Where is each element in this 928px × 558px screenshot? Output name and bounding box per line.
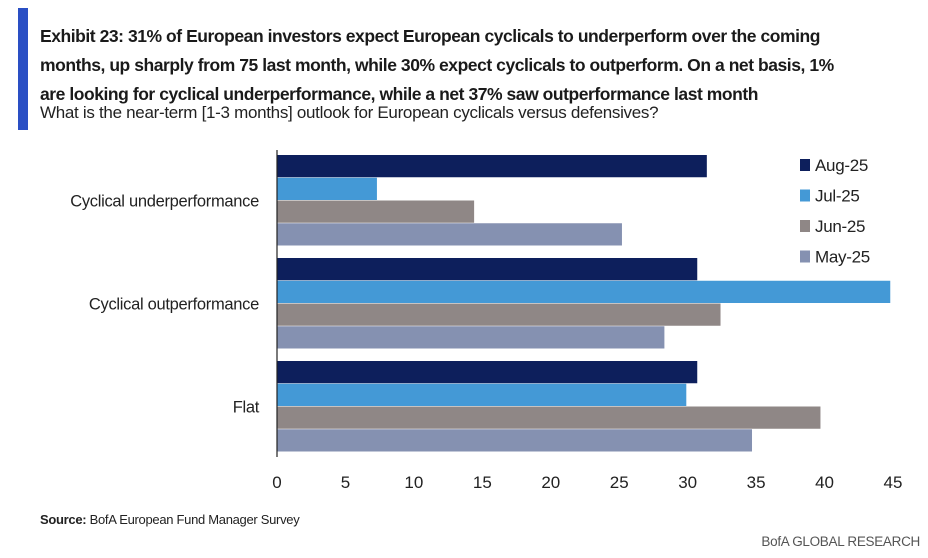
title-line: are looking for cyclical underperformanc… — [40, 84, 758, 104]
title-line: Exhibit 23: 31% of European investors ex… — [40, 26, 820, 46]
brand-label: BofA GLOBAL RESEARCH — [761, 534, 920, 549]
x-tick-label: 30 — [678, 473, 697, 492]
legend-swatch — [800, 159, 810, 171]
legend-label: May-25 — [815, 248, 870, 267]
legend-label: Aug-25 — [815, 156, 868, 175]
x-tick-label: 25 — [610, 473, 629, 492]
source-note: Source: BofA European Fund Manager Surve… — [40, 512, 300, 527]
bar-jun-25 — [277, 406, 821, 429]
x-tick-label: 40 — [815, 473, 834, 492]
category-label: Cyclical underperformance — [70, 193, 259, 211]
bar-aug-25 — [277, 155, 707, 178]
bar-jun-25 — [277, 303, 721, 326]
x-tick-label: 45 — [884, 473, 903, 492]
bar-may-25 — [277, 223, 622, 246]
category-label: Flat — [233, 399, 260, 417]
bar-may-25 — [277, 326, 665, 349]
bar-aug-25 — [277, 258, 698, 281]
bar-jul-25 — [277, 383, 687, 406]
source-label: Source: — [40, 512, 87, 527]
x-tick-label: 35 — [747, 473, 766, 492]
legend-label: Jul-25 — [815, 187, 860, 206]
category-label: Cyclical outperformance — [89, 296, 259, 314]
legend-swatch — [800, 189, 810, 202]
title-line: months, up sharply from 75 last month, w… — [40, 55, 834, 75]
chart-title: Exhibit 23: 31% of European investors ex… — [40, 22, 920, 109]
bar-may-25 — [277, 429, 753, 452]
legend-label: Jun-25 — [815, 217, 865, 236]
x-tick-label: 0 — [272, 473, 281, 492]
x-tick-label: 20 — [541, 473, 560, 492]
source-text: BofA European Fund Manager Survey — [86, 512, 300, 527]
legend-swatch — [800, 220, 810, 232]
x-tick-label: 10 — [404, 473, 423, 492]
accent-bar — [18, 8, 28, 130]
x-tick-label: 5 — [341, 473, 350, 492]
legend-swatch — [800, 250, 810, 263]
bar-jul-25 — [277, 280, 891, 303]
bar-jun-25 — [277, 200, 475, 223]
chart-subtitle: What is the near-term [1-3 months] outlo… — [40, 103, 659, 122]
bar-aug-25 — [277, 361, 698, 384]
bar-jul-25 — [277, 177, 377, 200]
x-tick-label: 15 — [473, 473, 492, 492]
